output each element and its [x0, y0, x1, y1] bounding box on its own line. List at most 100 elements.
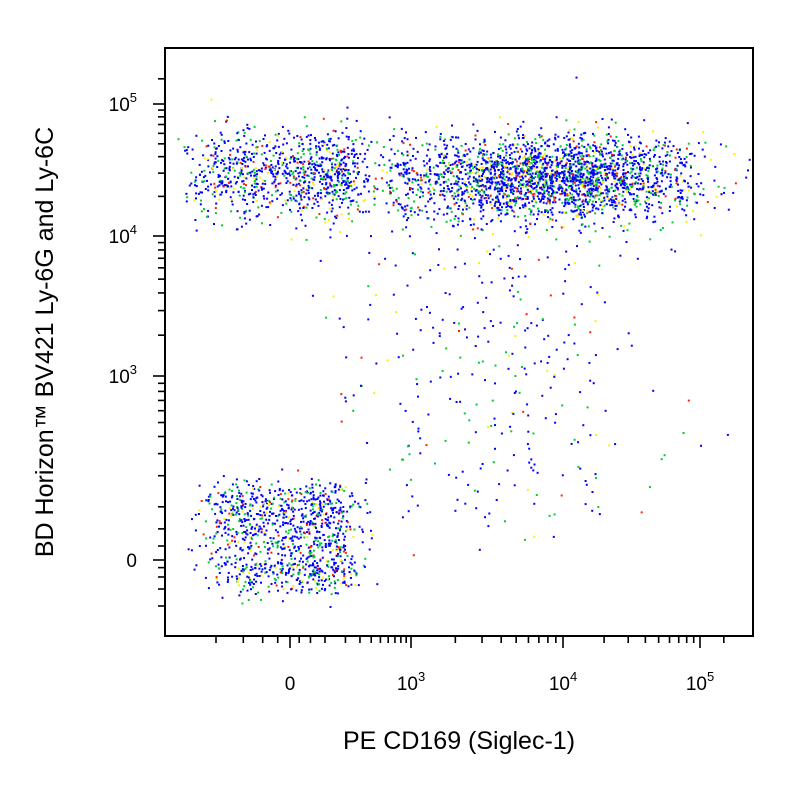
event-dot: [244, 190, 246, 192]
event-dot: [579, 204, 582, 207]
event-dot: [311, 207, 314, 209]
event-dot: [359, 506, 362, 509]
event-dot: [623, 187, 626, 189]
event-dot: [535, 186, 538, 189]
event-dot: [209, 495, 212, 498]
event-dot: [268, 547, 271, 550]
event-dot: [314, 522, 317, 525]
event-dot: [329, 515, 332, 518]
event-dot: [532, 213, 535, 216]
event-dot: [600, 143, 603, 146]
event-dot: [608, 171, 611, 174]
event-dot: [451, 136, 454, 139]
event-dot: [239, 558, 241, 561]
event-dot: [645, 190, 648, 193]
event-dot: [238, 513, 241, 516]
event-dot: [464, 143, 467, 145]
event-dot: [274, 579, 277, 581]
event-dot: [504, 184, 507, 186]
event-dot: [331, 169, 333, 171]
event-dot: [477, 191, 480, 194]
event-dot: [352, 199, 355, 202]
event-dot: [266, 522, 269, 525]
event-dot: [337, 167, 340, 170]
event-dot: [552, 182, 555, 184]
event-dot: [214, 161, 217, 164]
event-dot: [596, 293, 599, 296]
event-dot: [577, 465, 580, 468]
event-dot: [599, 153, 602, 156]
event-dot: [631, 183, 634, 186]
event-dot: [427, 187, 430, 190]
event-dot: [207, 561, 210, 564]
event-dot: [350, 572, 353, 575]
event-dot: [278, 167, 281, 170]
event-dot: [601, 118, 604, 120]
event-dot: [240, 171, 243, 174]
event-dot: [555, 179, 558, 182]
event-dot: [367, 318, 370, 321]
event-dot: [617, 153, 620, 156]
event-dot: [243, 479, 246, 482]
event-dot: [446, 152, 449, 155]
event-dot: [345, 127, 348, 129]
event-dot: [519, 192, 522, 195]
event-dot: [608, 188, 611, 191]
event-dot: [290, 148, 293, 151]
event-dot: [574, 179, 577, 182]
event-dot: [517, 190, 520, 193]
event-dot: [485, 181, 488, 184]
event-dot: [253, 192, 256, 195]
event-dot: [227, 578, 230, 581]
event-dot: [207, 144, 210, 147]
event-dot: [331, 190, 334, 193]
event-dot: [313, 580, 316, 583]
event-dot: [568, 197, 571, 200]
event-dot: [285, 515, 288, 518]
event-dot: [274, 165, 277, 168]
event-dot: [334, 130, 337, 133]
event-dot: [263, 151, 266, 154]
event-dot: [210, 98, 213, 101]
event-dot: [498, 245, 501, 248]
event-dot: [552, 180, 555, 183]
event-dot: [579, 182, 582, 185]
event-dot: [228, 546, 231, 549]
event-dot: [229, 153, 232, 156]
event-dot: [592, 382, 595, 385]
event-dot: [323, 141, 326, 144]
event-dot: [676, 164, 679, 167]
event-dot: [323, 175, 326, 178]
event-dot: [613, 201, 615, 204]
event-dot: [278, 487, 281, 490]
event-dot: [670, 248, 673, 251]
event-dot: [330, 176, 333, 179]
event-dot: [581, 178, 584, 181]
event-dot: [602, 205, 604, 207]
event-dot: [294, 530, 297, 533]
event-dot: [626, 190, 629, 193]
event-dot: [478, 199, 481, 202]
event-dot: [341, 150, 344, 153]
event-dot: [491, 198, 494, 201]
event-dot: [325, 191, 328, 194]
event-dot: [554, 201, 557, 204]
event-dot: [244, 502, 247, 505]
event-dot: [254, 167, 257, 170]
event-dot: [564, 211, 567, 214]
event-dot: [460, 159, 463, 162]
event-dot: [243, 568, 245, 571]
event-dot: [588, 155, 591, 158]
event-dot: [509, 179, 512, 182]
event-dot: [297, 158, 300, 161]
event-dot: [481, 149, 484, 152]
event-dot: [249, 541, 252, 544]
event-dot: [486, 178, 489, 181]
event-dot: [266, 542, 269, 544]
event-dot: [482, 149, 485, 152]
event-dot: [307, 491, 309, 494]
event-dot: [491, 160, 494, 163]
event-dot: [229, 149, 232, 152]
event-dot: [296, 161, 299, 164]
event-dot: [656, 190, 659, 193]
